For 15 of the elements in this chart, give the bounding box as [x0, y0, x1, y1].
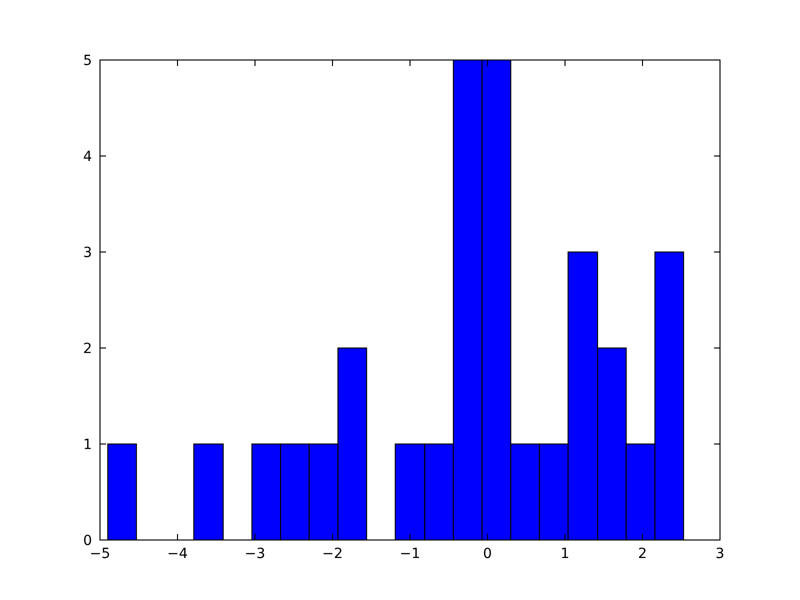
- x-tick-label: 3: [716, 546, 724, 562]
- y-tick-label: 5: [83, 53, 92, 69]
- y-tick-label: 3: [83, 245, 92, 261]
- y-tick-label: 4: [83, 149, 92, 165]
- x-tick-label: 1: [560, 546, 570, 562]
- y-tick-label: 2: [83, 341, 92, 357]
- x-tick-label: −5: [90, 546, 110, 562]
- y-tick-label: 0: [83, 533, 92, 549]
- x-tick-label: −4: [167, 546, 188, 562]
- x-tick-label: 2: [638, 546, 647, 562]
- y-tick-label: 1: [83, 437, 92, 453]
- x-tick-label: 0: [483, 546, 492, 562]
- x-tick-label: −2: [322, 546, 343, 562]
- x-tick-label: −3: [244, 546, 266, 562]
- x-tick-label: −1: [400, 546, 420, 562]
